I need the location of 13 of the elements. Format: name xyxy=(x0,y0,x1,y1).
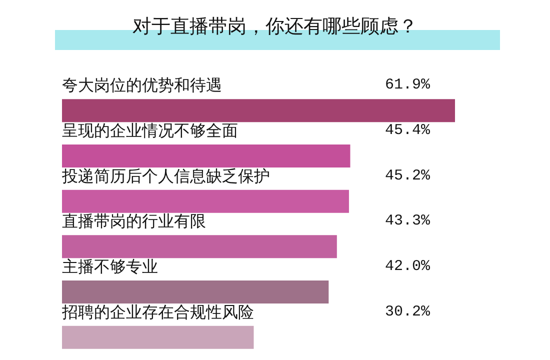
data-label: 43.3% xyxy=(385,212,432,230)
chart-title: 对于直播带岗，你还有哪些顾虑？ xyxy=(132,16,418,38)
y-tick-label: 呈现的企业情况不够全面 xyxy=(62,121,238,140)
y-tick-label: 投递简历后个人信息缺乏保护 xyxy=(61,166,270,186)
y-tick-label: 主播不够专业 xyxy=(62,257,158,276)
data-label: 61.9% xyxy=(385,76,432,94)
y-tick-label: 招聘的企业存在合规性风险 xyxy=(61,302,254,322)
data-label: 45.4% xyxy=(385,122,432,139)
data-label: 45.2% xyxy=(385,167,432,184)
data-label: 42.0% xyxy=(385,258,432,275)
y-tick-label: 直播带岗的行业有限 xyxy=(62,212,206,231)
y-tick-label: 夸大岗位的优势和待遇 xyxy=(62,76,222,95)
data-label: 30.2% xyxy=(385,303,432,320)
